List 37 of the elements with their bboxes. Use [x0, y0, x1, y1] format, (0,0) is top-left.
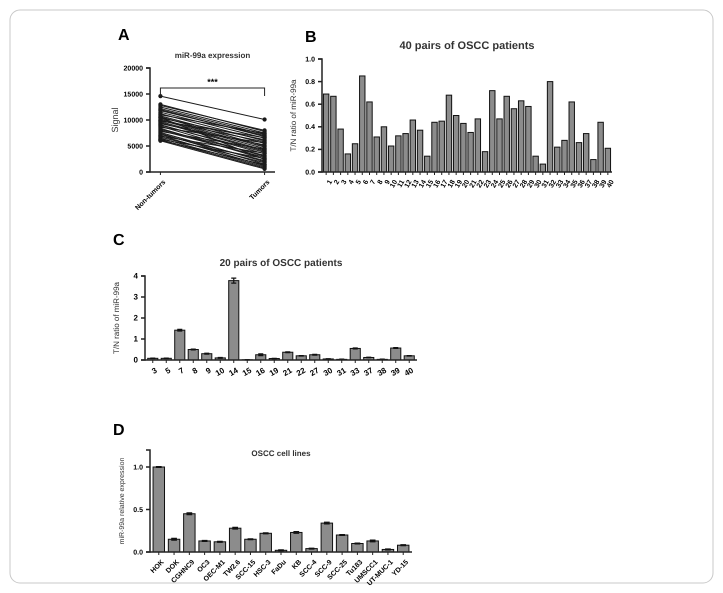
x-tick-label: 31 [335, 366, 348, 378]
x-tick-label: 37 [362, 366, 376, 378]
annotation: *** [207, 77, 218, 87]
x-tick-label: 9 [204, 366, 214, 376]
x-tick-label: 10 [214, 366, 227, 378]
y-tick-label: 0 [134, 356, 139, 365]
y-axis-title: T/N ratio of miR-99a [289, 78, 298, 152]
y-tick-label: 1 [134, 334, 139, 344]
x-tick-label: 3 [150, 366, 160, 376]
y-axis-title: T/N ratio of miR-99a [112, 281, 121, 354]
x-tick-label: 7 [177, 366, 186, 376]
text: C [113, 232, 125, 249]
x-tick-label: 22 [294, 366, 308, 378]
x-tick-label: 19 [268, 366, 281, 378]
x-tick-label: 27 [308, 366, 322, 378]
x-tick-label: 15 [240, 366, 254, 378]
x-tick-label: 33 [348, 366, 362, 378]
x-tick-label: 8 [190, 366, 200, 376]
chart-title: OSCC cell lines [251, 449, 312, 458]
text: D [113, 422, 125, 439]
x-tick-label: 5 [164, 366, 173, 376]
y-tick-label: 3 [134, 292, 139, 302]
x-tick-label: 30 [322, 366, 335, 378]
text: B [305, 29, 317, 46]
chart-title: 40 pairs of OSCC patients [399, 40, 535, 52]
x-tick-label: 14 [227, 366, 240, 378]
chart-title: miR-99a expression [174, 51, 250, 60]
y-axis-title: Signal [110, 107, 120, 133]
x-tick-label: 21 [281, 366, 294, 378]
x-tick-label: 39 [389, 366, 402, 378]
x-tick-label: 38 [376, 366, 389, 378]
chart-title: 20 pairs of OSCC patients [220, 258, 343, 269]
x-tick-label: 16 [254, 366, 268, 378]
y-tick-label: 2 [134, 314, 139, 323]
y-tick-label: 4 [134, 272, 139, 281]
x-tick-label: 40 [402, 366, 416, 378]
text: A [118, 27, 130, 44]
